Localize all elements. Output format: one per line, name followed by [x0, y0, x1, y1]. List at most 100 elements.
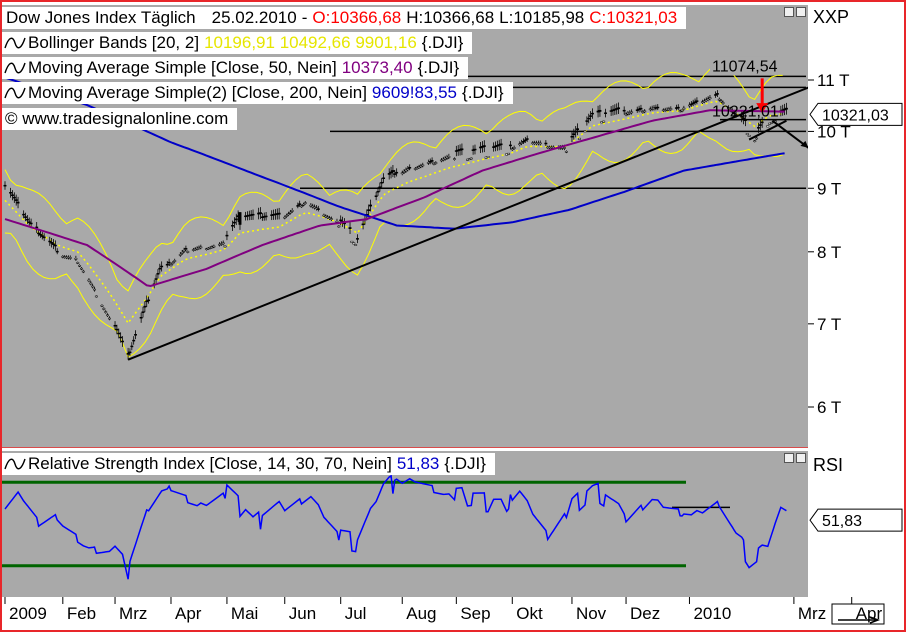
candle-body — [78, 265, 82, 267]
candle-body — [104, 311, 108, 313]
candle-body — [743, 119, 747, 122]
panel-restore-button[interactable] — [784, 7, 794, 17]
candle-body — [143, 305, 147, 308]
candle-body — [167, 261, 171, 264]
candle-body — [577, 137, 581, 140]
candle-body — [283, 216, 287, 219]
candle-body — [356, 238, 359, 240]
candle-body — [182, 250, 186, 252]
candle-body — [328, 217, 331, 219]
candle-body — [91, 285, 95, 288]
candle-body — [76, 262, 80, 264]
candle-body — [523, 139, 527, 142]
candle-body — [223, 245, 227, 248]
candle-body — [512, 147, 516, 149]
candle-body — [296, 205, 300, 207]
wave-icon — [4, 62, 26, 74]
candle-body — [52, 243, 55, 245]
candle-body — [622, 109, 626, 112]
scroll-handle — [831, 603, 885, 625]
candle-body — [354, 244, 358, 246]
header-dash: - — [301, 8, 308, 27]
time-axis-label: Feb — [67, 604, 96, 623]
candle-body — [589, 115, 593, 117]
candle-body — [115, 328, 119, 331]
candle-body — [572, 133, 576, 136]
candle-body — [469, 157, 473, 160]
candle-body — [702, 100, 706, 102]
candle-body — [264, 215, 268, 218]
bollinger-middle-line — [4, 100, 783, 325]
candle-body — [727, 107, 731, 109]
index-name: Dow Jones Index Täglich — [6, 8, 196, 27]
candle-body — [564, 151, 568, 153]
candle-body — [689, 103, 693, 106]
candle-body — [68, 257, 72, 259]
candle-body — [126, 352, 130, 355]
candle-body — [715, 93, 719, 95]
candle-body — [121, 340, 124, 343]
candle-body — [132, 339, 136, 342]
projection-line — [771, 119, 808, 149]
candle-body — [102, 308, 106, 310]
candle-body — [173, 260, 177, 262]
candle-body — [251, 213, 255, 216]
candle-body — [93, 288, 96, 291]
candle-body — [538, 142, 542, 145]
candle-body — [602, 120, 606, 123]
rsi-current-label: 51,83 — [822, 513, 862, 530]
candle-body — [706, 98, 710, 100]
rsi-panel[interactable] — [2, 451, 808, 597]
candle-body — [704, 99, 708, 101]
candle-body — [303, 202, 307, 204]
rsi-legend[interactable]: Relative Strength Index [Close, 14, 30, … — [2, 453, 495, 475]
candle-body — [369, 204, 372, 207]
time-axis-label: Apr — [856, 604, 883, 623]
candle-body — [395, 171, 399, 174]
candle-body — [382, 177, 386, 179]
candle-body — [508, 144, 512, 147]
candle-body — [156, 273, 160, 275]
ma200-legend[interactable]: Moving Average Simple(2) [Close, 200, Ne… — [2, 82, 513, 104]
header-date: 25.02.2010 — [211, 8, 297, 27]
time-axis-label: Nov — [576, 604, 607, 623]
candle-body — [313, 206, 317, 209]
ma50-legend[interactable]: Moving Average Simple [Close, 50, Nein] … — [2, 57, 469, 79]
rsi-panel-restore-button[interactable] — [784, 453, 794, 463]
panel-separator[interactable] — [2, 447, 808, 451]
time-axis-label: Okt — [516, 604, 543, 623]
candle-body — [37, 232, 41, 235]
candle-body — [171, 262, 175, 264]
candle-body — [326, 216, 330, 219]
candle-body — [518, 143, 522, 145]
candle-body — [290, 210, 294, 212]
candle-body — [180, 252, 184, 254]
bollinger-legend[interactable]: Bollinger Bands [20, 2] 10196,91 10492,6… — [2, 32, 473, 54]
candle-body — [419, 165, 423, 168]
candle-body — [714, 94, 718, 96]
candle-body — [406, 168, 410, 170]
candle-body — [298, 203, 302, 205]
copyright-text: © www.tradesignalonline.com — [5, 109, 229, 128]
panel-maximize-button[interactable] — [796, 7, 806, 17]
candle-body — [80, 267, 83, 270]
candle-body — [784, 107, 788, 110]
rsi-panel-maximize-button[interactable] — [796, 453, 806, 463]
candle-body — [14, 199, 18, 201]
candle-body — [141, 311, 145, 313]
price-axis-title: XXP — [813, 7, 850, 27]
candle-body — [447, 156, 451, 158]
candle-body — [38, 233, 42, 236]
time-axis-label: Apr — [175, 604, 202, 623]
candle-body — [22, 213, 26, 216]
time-axis-label: Mrz — [798, 604, 826, 623]
candle-body — [486, 156, 490, 158]
price-axis-tick-label: 9 T — [817, 179, 841, 198]
header-close: C:10321,03 — [589, 8, 678, 27]
candle-body — [400, 172, 404, 175]
candle-body — [238, 212, 242, 225]
time-axis — [2, 597, 904, 630]
candle-body — [348, 227, 352, 229]
candle-body — [42, 236, 46, 239]
